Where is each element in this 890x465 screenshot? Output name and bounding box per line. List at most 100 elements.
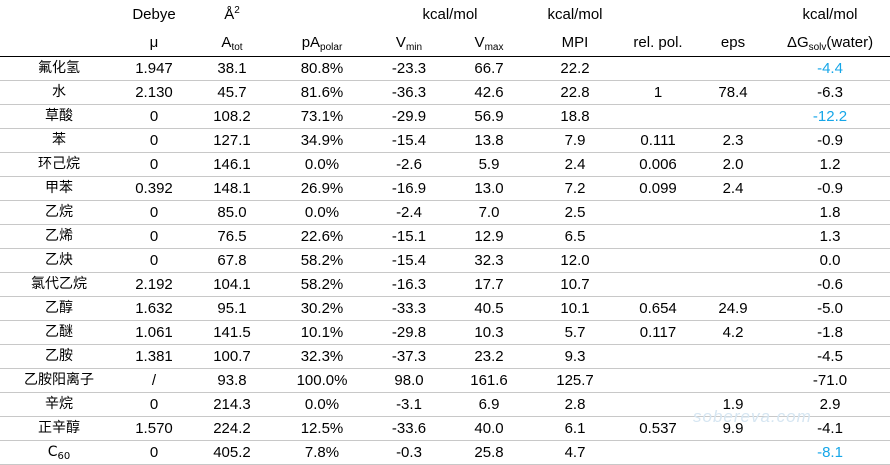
- cell-dg: -4.4: [770, 56, 890, 81]
- cell-relpol: [620, 392, 697, 417]
- cell-papolar: 0.0%: [274, 152, 370, 177]
- cell-vmin: -2.6: [370, 152, 448, 177]
- table-row: 乙醇 1.632 95.1 30.2% -33.3 40.5 10.1 0.654 24.9 -5…: [0, 296, 890, 321]
- cell-mpi: 4.7: [530, 440, 621, 465]
- cell-mu: 1.570: [118, 416, 190, 441]
- cell-dg: -8.1: [770, 440, 890, 465]
- cell-dg: -0.6: [770, 272, 890, 297]
- cell-vmin: -36.3: [370, 80, 448, 105]
- table-row: 苯 0 127.1 34.9% -15.4 13.8 7.9 0.111 2.3 -0.9: [0, 128, 890, 153]
- table-row: 乙炔 0 67.8 58.2% -15.4 32.3 12.0 0.0: [0, 248, 890, 273]
- cell-mpi: 7.2: [530, 176, 621, 201]
- cell-mu: 0: [118, 152, 190, 177]
- cell-mu: 0: [118, 128, 190, 153]
- cell-dg: -0.9: [770, 176, 890, 201]
- cell-relpol: [620, 440, 697, 465]
- header-mu: μ: [118, 30, 190, 57]
- cell-vmin: -37.3: [370, 344, 448, 369]
- cell-mu: 0: [118, 224, 190, 249]
- cell-vmax: 13.0: [448, 176, 531, 201]
- cell-papolar: 58.2%: [274, 248, 370, 273]
- unit-area: Å2: [224, 5, 240, 24]
- cell-mpi: 22.2: [530, 56, 621, 81]
- cell-mu: 1.947: [118, 56, 190, 81]
- cell-vmax: 40.5: [448, 296, 531, 321]
- cell-atot: 95.1: [190, 296, 274, 321]
- cell-mu: 0.392: [118, 176, 190, 201]
- cell-eps: [696, 368, 771, 393]
- cell-vmax: 161.6: [448, 368, 531, 393]
- cell-relpol: [620, 272, 697, 297]
- cell-eps: 4.2: [696, 320, 771, 345]
- cell-atot: 405.2: [190, 440, 274, 465]
- table-row: 水 2.130 45.7 81.6% -36.3 42.6 22.8 1 78.4 -6.3: [0, 80, 890, 105]
- table-row: 草酸 0 108.2 73.1% -29.9 56.9 18.8 -12.2: [0, 104, 890, 129]
- cell-relpol: 0.654: [620, 296, 697, 321]
- cell-atot: 38.1: [190, 56, 274, 81]
- table-row: 氯代乙烷 2.192 104.1 58.2% -16.3 17.7 10.7 -0.6: [0, 272, 890, 297]
- cell-atot: 76.5: [190, 224, 274, 249]
- cell-mu: 0: [118, 200, 190, 225]
- cell-dg: 1.2: [770, 152, 890, 177]
- cell-eps: [696, 56, 771, 81]
- cell-eps: 24.9: [696, 296, 771, 321]
- cell-atot: 93.8: [190, 368, 274, 393]
- cell-vmin: -29.8: [370, 320, 448, 345]
- cell-vmax: 25.8: [448, 440, 531, 465]
- cell-papolar: 0.0%: [274, 392, 370, 417]
- cell-relpol: 0.117: [620, 320, 697, 345]
- cell-mpi: 10.7: [530, 272, 621, 297]
- cell-eps: 2.0: [696, 152, 771, 177]
- cell-relpol: [620, 104, 697, 129]
- cell-mu: 0: [118, 392, 190, 417]
- cell-papolar: 73.1%: [274, 104, 370, 129]
- cell-name: 乙胺: [0, 344, 118, 369]
- cell-mpi: 2.5: [530, 200, 621, 225]
- cell-vmax: 5.9: [448, 152, 531, 177]
- cell-atot: 45.7: [190, 80, 274, 105]
- cell-relpol: 0.099: [620, 176, 697, 201]
- units-blank: [620, 0, 696, 30]
- cell-name: 环己烷: [0, 152, 118, 177]
- cell-name: 乙胺阳离子: [0, 368, 118, 393]
- cell-mpi: 2.8: [530, 392, 621, 417]
- cell-vmax: 56.9: [448, 104, 531, 129]
- cell-mpi: 5.7: [530, 320, 621, 345]
- cell-name: 乙醇: [0, 296, 118, 321]
- header-papolar: pApolar: [274, 30, 370, 57]
- cell-mpi: 2.4: [530, 152, 621, 177]
- cell-name: 乙烷: [0, 200, 118, 225]
- units-blank: [274, 0, 370, 30]
- cell-vmax: 23.2: [448, 344, 531, 369]
- cell-name: 草酸: [0, 104, 118, 129]
- cell-vmax: 12.9: [448, 224, 531, 249]
- header-row: μ Atot pApolar Vmin Vmax MPI rel. pol. e…: [0, 30, 890, 57]
- cell-atot: 127.1: [190, 128, 274, 153]
- header-eps: eps: [696, 30, 771, 57]
- cell-dg: 1.8: [770, 200, 890, 225]
- cell-mpi: 10.1: [530, 296, 621, 321]
- cell-mu: 1.632: [118, 296, 190, 321]
- header-relpol: rel. pol.: [620, 30, 697, 57]
- cell-vmax: 17.7: [448, 272, 531, 297]
- cell-relpol: 1: [620, 80, 697, 105]
- units-blank: [696, 0, 770, 30]
- cell-dg: -71.0: [770, 368, 890, 393]
- cell-eps: [696, 440, 771, 465]
- cell-mu: 0: [118, 440, 190, 465]
- cell-mpi: 7.9: [530, 128, 621, 153]
- cell-vmin: -16.3: [370, 272, 448, 297]
- header-vmax: Vmax: [448, 30, 531, 57]
- cell-atot: 214.3: [190, 392, 274, 417]
- table-row: 正辛醇 1.570 224.2 12.5% -33.6 40.0 6.1 0.537 9.9 -4…: [0, 416, 890, 441]
- table-row: 甲苯 0.392 148.1 26.9% -16.9 13.0 7.2 0.099 2.4 -0.…: [0, 176, 890, 201]
- table-row: 环己烷 0 146.1 0.0% -2.6 5.9 2.4 0.006 2.0 1.2: [0, 152, 890, 177]
- cell-eps: [696, 200, 771, 225]
- table-row: 乙胺阳离子/93.8 100.0% 98.0 161.6 125.7 -71.0: [0, 368, 890, 393]
- table-row: C60 0 405.2 7.8% -0.3 25.8 4.7 -8.1: [0, 440, 890, 465]
- cell-mu: 2.130: [118, 80, 190, 105]
- cell-papolar: 12.5%: [274, 416, 370, 441]
- table-row: 乙胺 1.381 100.7 32.3% -37.3 23.2 9.3 -4.5: [0, 344, 890, 369]
- header-atot: Atot: [190, 30, 274, 57]
- cell-mpi: 12.0: [530, 248, 621, 273]
